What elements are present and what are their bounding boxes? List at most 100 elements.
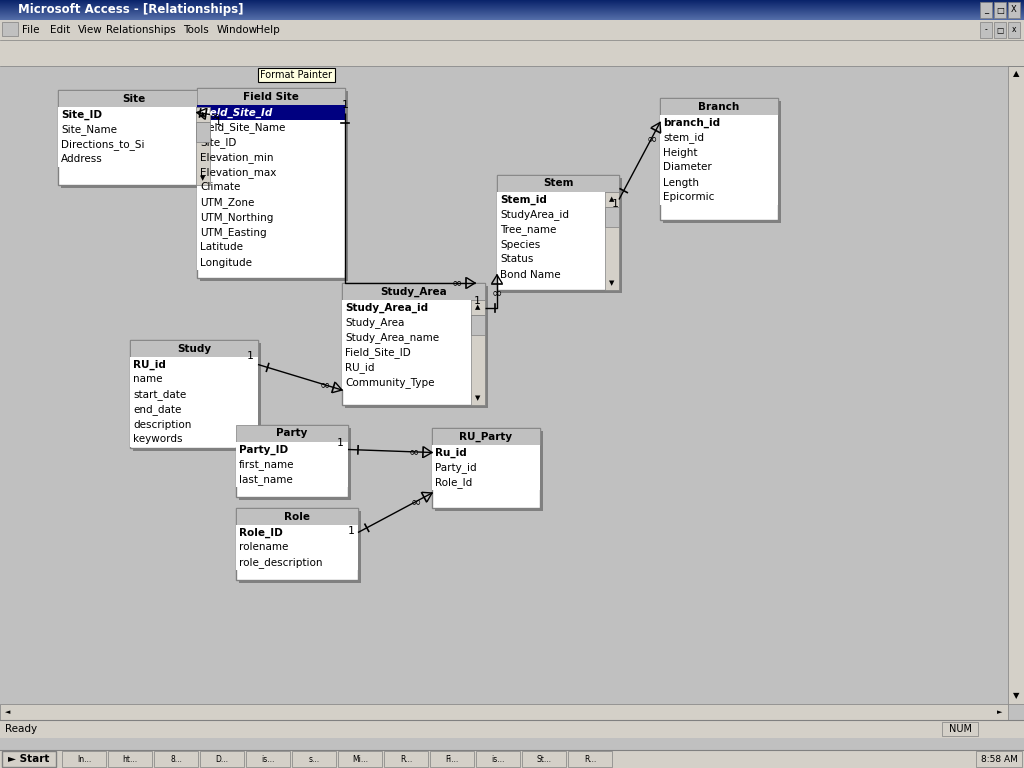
- Text: 1: 1: [337, 439, 343, 449]
- Text: Stem: Stem: [543, 178, 573, 188]
- FancyBboxPatch shape: [130, 402, 258, 417]
- Text: ►: ►: [997, 709, 1002, 715]
- FancyBboxPatch shape: [0, 704, 1008, 720]
- Text: 8:58 AM: 8:58 AM: [981, 754, 1018, 763]
- FancyBboxPatch shape: [342, 345, 471, 360]
- Text: Species: Species: [500, 240, 541, 250]
- Text: name: name: [133, 375, 163, 385]
- FancyBboxPatch shape: [239, 511, 361, 583]
- FancyBboxPatch shape: [197, 210, 345, 225]
- FancyBboxPatch shape: [497, 207, 605, 222]
- Text: role_description: role_description: [239, 557, 323, 568]
- FancyBboxPatch shape: [497, 267, 605, 282]
- FancyBboxPatch shape: [0, 5, 1024, 6]
- FancyBboxPatch shape: [212, 42, 228, 64]
- Text: Mi...: Mi...: [352, 754, 368, 763]
- Text: ▲: ▲: [609, 197, 614, 203]
- FancyBboxPatch shape: [2, 751, 56, 767]
- Text: Branch: Branch: [698, 101, 739, 111]
- FancyBboxPatch shape: [605, 192, 618, 207]
- FancyBboxPatch shape: [1008, 2, 1020, 18]
- FancyBboxPatch shape: [154, 42, 170, 64]
- Text: Elevation_min: Elevation_min: [200, 152, 273, 163]
- FancyBboxPatch shape: [58, 152, 196, 167]
- FancyBboxPatch shape: [232, 42, 248, 64]
- FancyBboxPatch shape: [660, 145, 778, 160]
- FancyBboxPatch shape: [236, 425, 348, 442]
- FancyBboxPatch shape: [130, 340, 258, 448]
- FancyBboxPatch shape: [200, 751, 244, 767]
- FancyBboxPatch shape: [497, 252, 605, 267]
- Text: Climate: Climate: [200, 183, 241, 193]
- FancyBboxPatch shape: [497, 175, 618, 290]
- Text: ◄: ◄: [5, 709, 10, 715]
- FancyBboxPatch shape: [432, 445, 540, 460]
- FancyBboxPatch shape: [236, 442, 348, 457]
- Text: Field_Site_ID: Field_Site_ID: [345, 347, 411, 358]
- Text: Site_ID: Site_ID: [200, 137, 237, 148]
- Text: View: View: [78, 25, 102, 35]
- Text: ht...: ht...: [123, 754, 137, 763]
- Text: Format Painter: Format Painter: [260, 70, 332, 80]
- Text: Address: Address: [61, 154, 102, 164]
- FancyBboxPatch shape: [197, 150, 345, 165]
- Text: Role_Id: Role_Id: [435, 477, 472, 488]
- FancyBboxPatch shape: [62, 751, 106, 767]
- Text: UTM_Zone: UTM_Zone: [200, 197, 254, 208]
- Text: Stem_id: Stem_id: [500, 194, 547, 204]
- FancyBboxPatch shape: [236, 508, 358, 525]
- FancyBboxPatch shape: [663, 101, 781, 223]
- Text: ∞: ∞: [409, 445, 419, 458]
- FancyBboxPatch shape: [239, 428, 351, 500]
- Text: StudyArea_id: StudyArea_id: [500, 209, 569, 220]
- Text: ► Start: ► Start: [8, 754, 50, 764]
- FancyBboxPatch shape: [342, 360, 471, 375]
- Text: Site_ID: Site_ID: [61, 109, 102, 120]
- FancyBboxPatch shape: [0, 15, 1024, 16]
- Text: Edit: Edit: [50, 25, 71, 35]
- FancyBboxPatch shape: [34, 42, 50, 64]
- FancyBboxPatch shape: [70, 42, 86, 64]
- FancyBboxPatch shape: [236, 525, 358, 540]
- Text: ▼: ▼: [1013, 691, 1019, 700]
- Text: Study_Area_name: Study_Area_name: [345, 332, 439, 343]
- FancyBboxPatch shape: [18, 42, 34, 64]
- Text: Study: Study: [177, 343, 211, 353]
- FancyBboxPatch shape: [324, 42, 340, 64]
- FancyBboxPatch shape: [0, 12, 1024, 13]
- FancyBboxPatch shape: [108, 751, 152, 767]
- FancyBboxPatch shape: [133, 343, 261, 451]
- Text: rolename: rolename: [239, 542, 289, 552]
- Text: Site_Name: Site_Name: [61, 124, 117, 135]
- Text: 8...: 8...: [170, 754, 182, 763]
- FancyBboxPatch shape: [0, 4, 1024, 5]
- Text: is...: is...: [492, 754, 505, 763]
- Text: 1: 1: [612, 199, 618, 209]
- FancyBboxPatch shape: [58, 122, 196, 137]
- FancyBboxPatch shape: [236, 425, 348, 497]
- Text: is...: is...: [261, 754, 274, 763]
- FancyBboxPatch shape: [345, 286, 488, 408]
- FancyBboxPatch shape: [340, 42, 356, 64]
- Text: ▼: ▼: [609, 280, 614, 286]
- Text: Study_Area_id: Study_Area_id: [345, 303, 428, 313]
- FancyBboxPatch shape: [522, 751, 566, 767]
- FancyBboxPatch shape: [0, 19, 1024, 20]
- Text: 1: 1: [347, 526, 354, 536]
- Text: 1: 1: [342, 100, 348, 110]
- FancyBboxPatch shape: [0, 40, 1024, 66]
- Text: ▼: ▼: [201, 175, 206, 181]
- FancyBboxPatch shape: [197, 165, 345, 180]
- FancyBboxPatch shape: [0, 8, 1024, 9]
- Text: Study_Area: Study_Area: [380, 286, 446, 296]
- FancyBboxPatch shape: [130, 372, 258, 387]
- FancyBboxPatch shape: [236, 555, 358, 570]
- Text: ▲: ▲: [201, 111, 206, 118]
- FancyBboxPatch shape: [994, 2, 1006, 18]
- Text: Elevation_max: Elevation_max: [200, 167, 276, 178]
- FancyBboxPatch shape: [976, 751, 1022, 767]
- FancyBboxPatch shape: [292, 751, 336, 767]
- Text: Length: Length: [663, 177, 699, 187]
- FancyBboxPatch shape: [258, 68, 335, 82]
- FancyBboxPatch shape: [308, 42, 324, 64]
